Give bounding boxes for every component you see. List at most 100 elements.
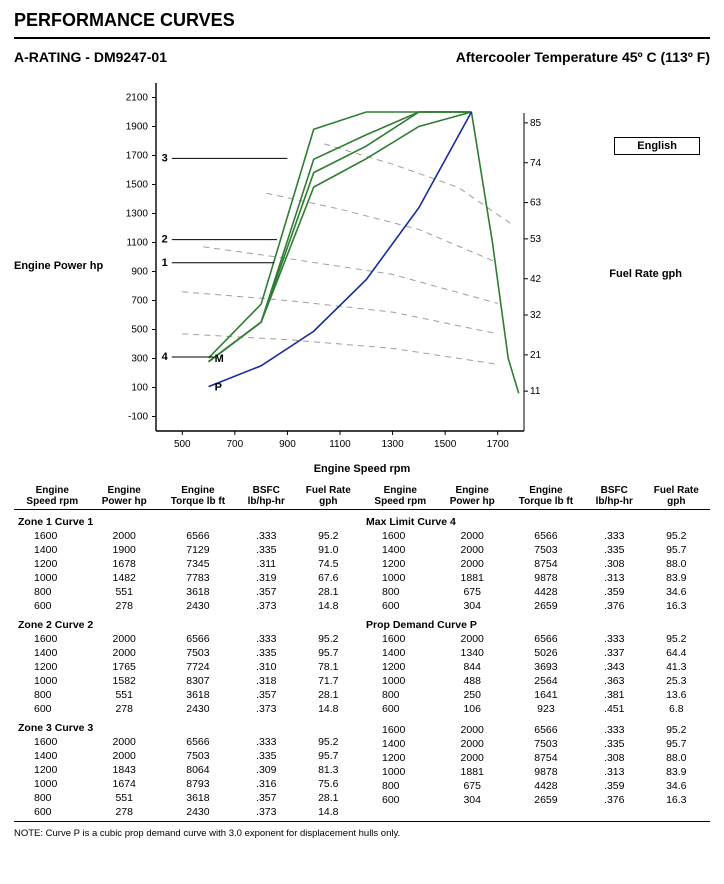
table-row: 6002782430.37314.8 <box>14 599 362 613</box>
cell: 9878 <box>506 765 586 779</box>
cell: 1200 <box>14 557 91 571</box>
cell: 1843 <box>91 763 158 777</box>
cell: 7503 <box>158 749 238 763</box>
cell: 95.2 <box>295 735 362 749</box>
cell: 34.6 <box>643 779 710 793</box>
cell: 2564 <box>506 674 586 688</box>
cell: 1000 <box>362 571 439 585</box>
svg-text:1500: 1500 <box>434 439 457 450</box>
cell: 9878 <box>506 571 586 585</box>
cell: 1400 <box>362 737 439 751</box>
cell: .316 <box>238 777 295 791</box>
cell: 95.7 <box>295 646 362 660</box>
cell: .308 <box>586 557 643 571</box>
col-header: EngineSpeed rpm <box>362 483 439 510</box>
divider <box>14 821 710 822</box>
cell: .333 <box>238 735 295 749</box>
cell: .310 <box>238 660 295 674</box>
cell: 71.7 <box>295 674 362 688</box>
cell: .335 <box>238 646 295 660</box>
cell: .376 <box>586 599 643 613</box>
cell: 3618 <box>158 688 238 702</box>
table-row: 12008443693.34341.3 <box>362 660 710 674</box>
cell: 16.3 <box>643 599 710 613</box>
cell: 2000 <box>91 646 158 660</box>
cell: .335 <box>238 749 295 763</box>
language-box[interactable]: English <box>614 137 700 155</box>
cell: .359 <box>586 779 643 793</box>
cell: 1482 <box>91 571 158 585</box>
svg-text:1700: 1700 <box>126 151 149 162</box>
svg-text:42: 42 <box>530 274 542 285</box>
svg-text:1100: 1100 <box>329 439 351 450</box>
cell: 600 <box>362 793 439 807</box>
cell: 2000 <box>439 751 506 765</box>
svg-text:1: 1 <box>162 257 168 269</box>
cell: 675 <box>439 585 506 599</box>
table-row: 140020007503.33595.7 <box>362 543 710 557</box>
cell: 14.8 <box>295 599 362 613</box>
cell: .319 <box>238 571 295 585</box>
table-row: 140020007503.33595.7 <box>14 749 362 763</box>
group-title: Zone 2 Curve 2 <box>14 613 362 632</box>
cell: 2000 <box>91 749 158 763</box>
cell: 14.8 <box>295 702 362 716</box>
table-row: 160020006566.33395.2 <box>362 632 710 646</box>
footnote: NOTE: Curve P is a cubic prop demand cur… <box>14 828 710 839</box>
cell: 1200 <box>362 751 439 765</box>
cell: 1400 <box>14 749 91 763</box>
cell: 1900 <box>91 543 158 557</box>
cell: 1000 <box>362 765 439 779</box>
cell: 1765 <box>91 660 158 674</box>
svg-text:500: 500 <box>174 439 191 450</box>
cell: 8307 <box>158 674 238 688</box>
svg-text:53: 53 <box>530 234 542 245</box>
cell: 1600 <box>14 735 91 749</box>
cell: 800 <box>362 688 439 702</box>
cell: 2430 <box>158 599 238 613</box>
cell: 600 <box>362 599 439 613</box>
col-header: EngineTorque lb ft <box>506 483 586 510</box>
cell: 1400 <box>14 646 91 660</box>
cell: 78.1 <box>295 660 362 674</box>
cell: .373 <box>238 702 295 716</box>
cell: 1881 <box>439 765 506 779</box>
cell: 551 <box>91 585 158 599</box>
cell: .308 <box>586 751 643 765</box>
cell: 83.9 <box>643 571 710 585</box>
svg-text:63: 63 <box>530 198 542 209</box>
cell: 7345 <box>158 557 238 571</box>
cell: 2000 <box>439 723 506 737</box>
cell: .318 <box>238 674 295 688</box>
table-row: 160020006566.33395.2 <box>14 529 362 543</box>
cell: 88.0 <box>643 751 710 765</box>
cell: 6566 <box>158 735 238 749</box>
cell: 91.0 <box>295 543 362 557</box>
cell: 8793 <box>158 777 238 791</box>
cell: 1600 <box>14 529 91 543</box>
cell: 1340 <box>439 646 506 660</box>
cell: 3693 <box>506 660 586 674</box>
cell: 7783 <box>158 571 238 585</box>
cell: 1674 <box>91 777 158 791</box>
cell: 3618 <box>158 585 238 599</box>
group-title: Max Limit Curve 4 <box>362 510 710 530</box>
table-row: 8006754428.35934.6 <box>362 779 710 793</box>
cell: 304 <box>439 793 506 807</box>
table-row: 6003042659.37616.3 <box>362 793 710 807</box>
cell: .333 <box>238 632 295 646</box>
cell: .376 <box>586 793 643 807</box>
cell: 2000 <box>91 735 158 749</box>
cell: 28.1 <box>295 688 362 702</box>
table-row: 120018438064.30981.3 <box>14 763 362 777</box>
cell: 95.7 <box>295 749 362 763</box>
svg-text:85: 85 <box>530 118 542 129</box>
cell: .381 <box>586 688 643 702</box>
col-header: Fuel Rategph <box>643 483 710 510</box>
cell: 278 <box>91 805 158 819</box>
cell: 600 <box>14 702 91 716</box>
table-row: 100015828307.31871.7 <box>14 674 362 688</box>
cell: .363 <box>586 674 643 688</box>
cell: 28.1 <box>295 791 362 805</box>
cell: .311 <box>238 557 295 571</box>
